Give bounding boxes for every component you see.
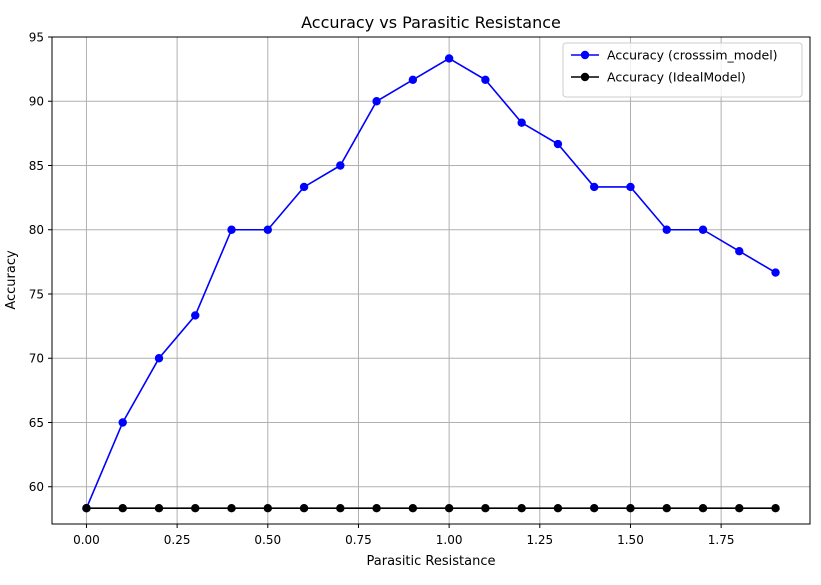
data-point [191,503,200,513]
data-point [481,503,490,513]
y-axis-label: Accuracy [4,250,19,310]
x-tick-label: 1.00 [436,533,463,547]
legend-box [562,42,803,98]
data-point [771,503,780,513]
data-point [626,503,635,513]
data-point [590,503,599,513]
data-point [553,139,563,149]
data-point [372,503,381,513]
axis-layer: 0.00 0.25 0.50 0.75 1.00 1.25 1.50 1.75 60 65 70 75… [29,31,735,548]
series-line [85,57,776,509]
data-point [517,118,526,127]
data-point [372,97,381,106]
data-point [735,503,744,513]
data-point [626,182,635,192]
data-point [444,503,454,513]
y-tick-label: 60 [29,480,44,494]
data-point [191,311,200,320]
x-tick-label: 0.50 [254,533,281,547]
data-point [263,503,272,513]
data-point [481,75,490,84]
series-2 [82,503,780,513]
legend-label: Accuracy (IdealModel) [607,70,746,85]
data-point [336,503,345,513]
grid-layer [52,36,810,524]
legend-label: Accuracy (crosssim_model) [607,48,778,63]
data-point [444,54,454,63]
data-point [590,182,599,192]
data-point [662,225,671,234]
data-point [336,161,345,170]
legend: Accuracy (crosssim_model) Accuracy (Ideal… [562,42,803,98]
data-point [408,75,418,84]
data-point [263,225,272,234]
data-point [299,182,309,192]
data-point [227,225,236,234]
data-point [118,418,127,427]
y-tick-label: 65 [29,416,44,430]
data-point [698,503,708,513]
data-point [553,503,563,513]
data-point [154,503,164,513]
y-tick-label: 80 [29,223,44,237]
x-tick-label: 1.25 [526,533,553,547]
data-point [517,503,526,513]
data-point [771,268,780,277]
x-tick-label: 1.75 [708,533,735,547]
data-point [662,503,671,513]
x-tick-label: 1.50 [617,533,644,547]
y-tick-label: 75 [29,287,44,301]
data-point [154,354,164,363]
legend-marker [580,72,590,82]
data-point [82,503,91,513]
legend-entry: Accuracy (IdealModel) [571,70,746,85]
y-tick-label: 70 [29,352,44,366]
data-point [118,503,127,513]
data-point [299,503,309,513]
data-point [408,503,418,513]
legend-entry: Accuracy (crosssim_model) [571,48,778,63]
y-tick-label: 90 [29,95,44,109]
x-tick-label: 0.75 [345,533,372,547]
chart-title: Accuracy vs Parasitic Resistance [301,13,561,32]
y-tick-label: 85 [29,159,44,173]
data-point [735,247,744,256]
legend-marker [580,50,590,60]
series-layer [82,54,780,513]
x-tick-label: 0.25 [164,533,191,547]
y-tick-label: 95 [29,31,44,45]
plot-frame [51,36,811,525]
x-tick-label: 0.00 [73,533,100,547]
data-point [227,503,236,513]
series-1 [82,54,780,513]
x-axis-label: Parasitic Resistance [367,554,496,569]
data-point [698,225,708,234]
